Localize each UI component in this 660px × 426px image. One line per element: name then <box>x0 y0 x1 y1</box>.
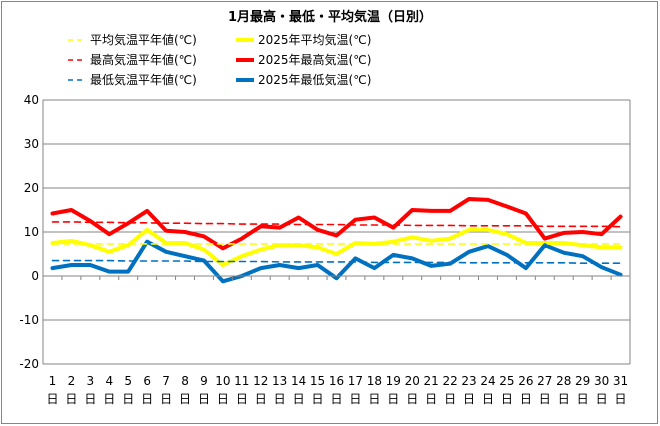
chart-title: 1月最高・最低・平均気温（日別） <box>228 9 432 25</box>
x-tick-day-label: 日 <box>84 392 96 406</box>
x-tick-day-label: 日 <box>349 392 361 406</box>
x-tick-day-label: 日 <box>558 392 570 406</box>
x-tick-label: 14 <box>291 374 306 388</box>
y-tick-label: -20 <box>19 357 39 371</box>
series-line-normal-0070c0 <box>51 259 622 265</box>
x-tick-label: 13 <box>272 374 287 388</box>
series-line-actual-ffff00 <box>50 227 623 267</box>
x-tick-day-label: 日 <box>141 392 153 406</box>
x-tick-label: 22 <box>442 374 457 388</box>
x-tick-day-label: 日 <box>596 392 608 406</box>
x-tick-day-label: 日 <box>122 392 134 406</box>
x-tick-label: 27 <box>537 374 552 388</box>
x-tick-day-label: 日 <box>255 392 267 406</box>
x-tick-day-label: 日 <box>179 392 191 406</box>
x-tick-day-label: 日 <box>65 392 77 406</box>
x-tick-day-label: 日 <box>46 392 58 406</box>
x-tick-day-label: 日 <box>444 392 456 406</box>
x-tick-day-label: 日 <box>406 392 418 406</box>
x-tick-label: 3 <box>87 374 95 388</box>
legend-label: 平均気温平年値(℃) <box>90 32 197 47</box>
series-layer <box>50 197 623 284</box>
legend: 平均気温平年値(℃) 2025年平均気温(℃) 最高気温平年値(℃) 2025年最高気… <box>68 32 371 87</box>
x-tick-label: 23 <box>461 374 476 388</box>
grid-layer <box>43 99 630 365</box>
x-tick-day-label: 日 <box>236 392 248 406</box>
x-tick-label: 29 <box>575 374 590 388</box>
x-tick-label: 8 <box>181 374 189 388</box>
series-line-actual-ff0000 <box>50 197 623 251</box>
x-tick-day-label: 日 <box>330 392 342 406</box>
x-tick-label: 18 <box>367 374 382 388</box>
x-tick-label: 30 <box>594 374 609 388</box>
y-tick-label: 40 <box>24 93 39 107</box>
x-tick-day-label: 日 <box>482 392 494 406</box>
x-tick-label: 20 <box>405 374 420 388</box>
legend-label: 最高気温平年値(℃) <box>90 52 197 67</box>
legend-label: 2025年最低気温(℃) <box>258 72 371 87</box>
x-tick-label: 26 <box>518 374 533 388</box>
x-tick-label: 25 <box>499 374 514 388</box>
x-tick-day-label: 日 <box>425 392 437 406</box>
x-tick-label: 2 <box>68 374 76 388</box>
x-tick-day-label: 日 <box>577 392 589 406</box>
x-tick-day-label: 日 <box>615 392 627 406</box>
x-tick-day-label: 日 <box>160 392 172 406</box>
x-tick-day-label: 日 <box>198 392 210 406</box>
legend-label: 2025年最高気温(℃) <box>258 52 371 67</box>
x-tick-label: 28 <box>556 374 571 388</box>
x-tick-day-label: 日 <box>520 392 532 406</box>
series-line-normal-ff0000 <box>51 221 622 228</box>
axis-layer: -20-100102030401日2日3日4日5日6日7日8日9日10日11日1… <box>19 93 631 406</box>
x-tick-day-label: 日 <box>312 392 324 406</box>
x-tick-label: 4 <box>105 374 113 388</box>
y-tick-label: 20 <box>24 181 39 195</box>
x-tick-day-label: 日 <box>274 392 286 406</box>
x-tick-label: 15 <box>310 374 325 388</box>
x-tick-day-label: 日 <box>293 392 305 406</box>
x-tick-day-label: 日 <box>217 392 229 406</box>
series-line-actual-0070c0 <box>50 239 623 284</box>
x-tick-day-label: 日 <box>387 392 399 406</box>
x-tick-label: 16 <box>329 374 344 388</box>
y-tick-label: -10 <box>19 313 39 327</box>
legend-label: 2025年平均気温(℃) <box>258 32 371 47</box>
legend-label: 最低気温平年値(℃) <box>90 72 197 87</box>
x-tick-label: 21 <box>424 374 439 388</box>
x-tick-label: 19 <box>386 374 401 388</box>
x-tick-day-label: 日 <box>539 392 551 406</box>
x-tick-day-label: 日 <box>463 392 475 406</box>
x-tick-day-label: 日 <box>103 392 115 406</box>
y-tick-label: 0 <box>31 269 39 283</box>
x-tick-label: 10 <box>215 374 230 388</box>
x-tick-label: 1 <box>49 374 57 388</box>
x-tick-day-label: 日 <box>501 392 513 406</box>
x-tick-label: 17 <box>348 374 363 388</box>
y-tick-label: 30 <box>24 137 39 151</box>
x-tick-label: 12 <box>253 374 268 388</box>
x-tick-label: 9 <box>200 374 208 388</box>
x-tick-label: 24 <box>480 374 495 388</box>
x-tick-label: 11 <box>234 374 249 388</box>
x-tick-label: 7 <box>162 374 170 388</box>
y-tick-label: 10 <box>24 225 39 239</box>
x-tick-label: 5 <box>124 374 132 388</box>
x-tick-label: 6 <box>143 374 151 388</box>
x-tick-day-label: 日 <box>368 392 380 406</box>
x-tick-label: 31 <box>613 374 628 388</box>
